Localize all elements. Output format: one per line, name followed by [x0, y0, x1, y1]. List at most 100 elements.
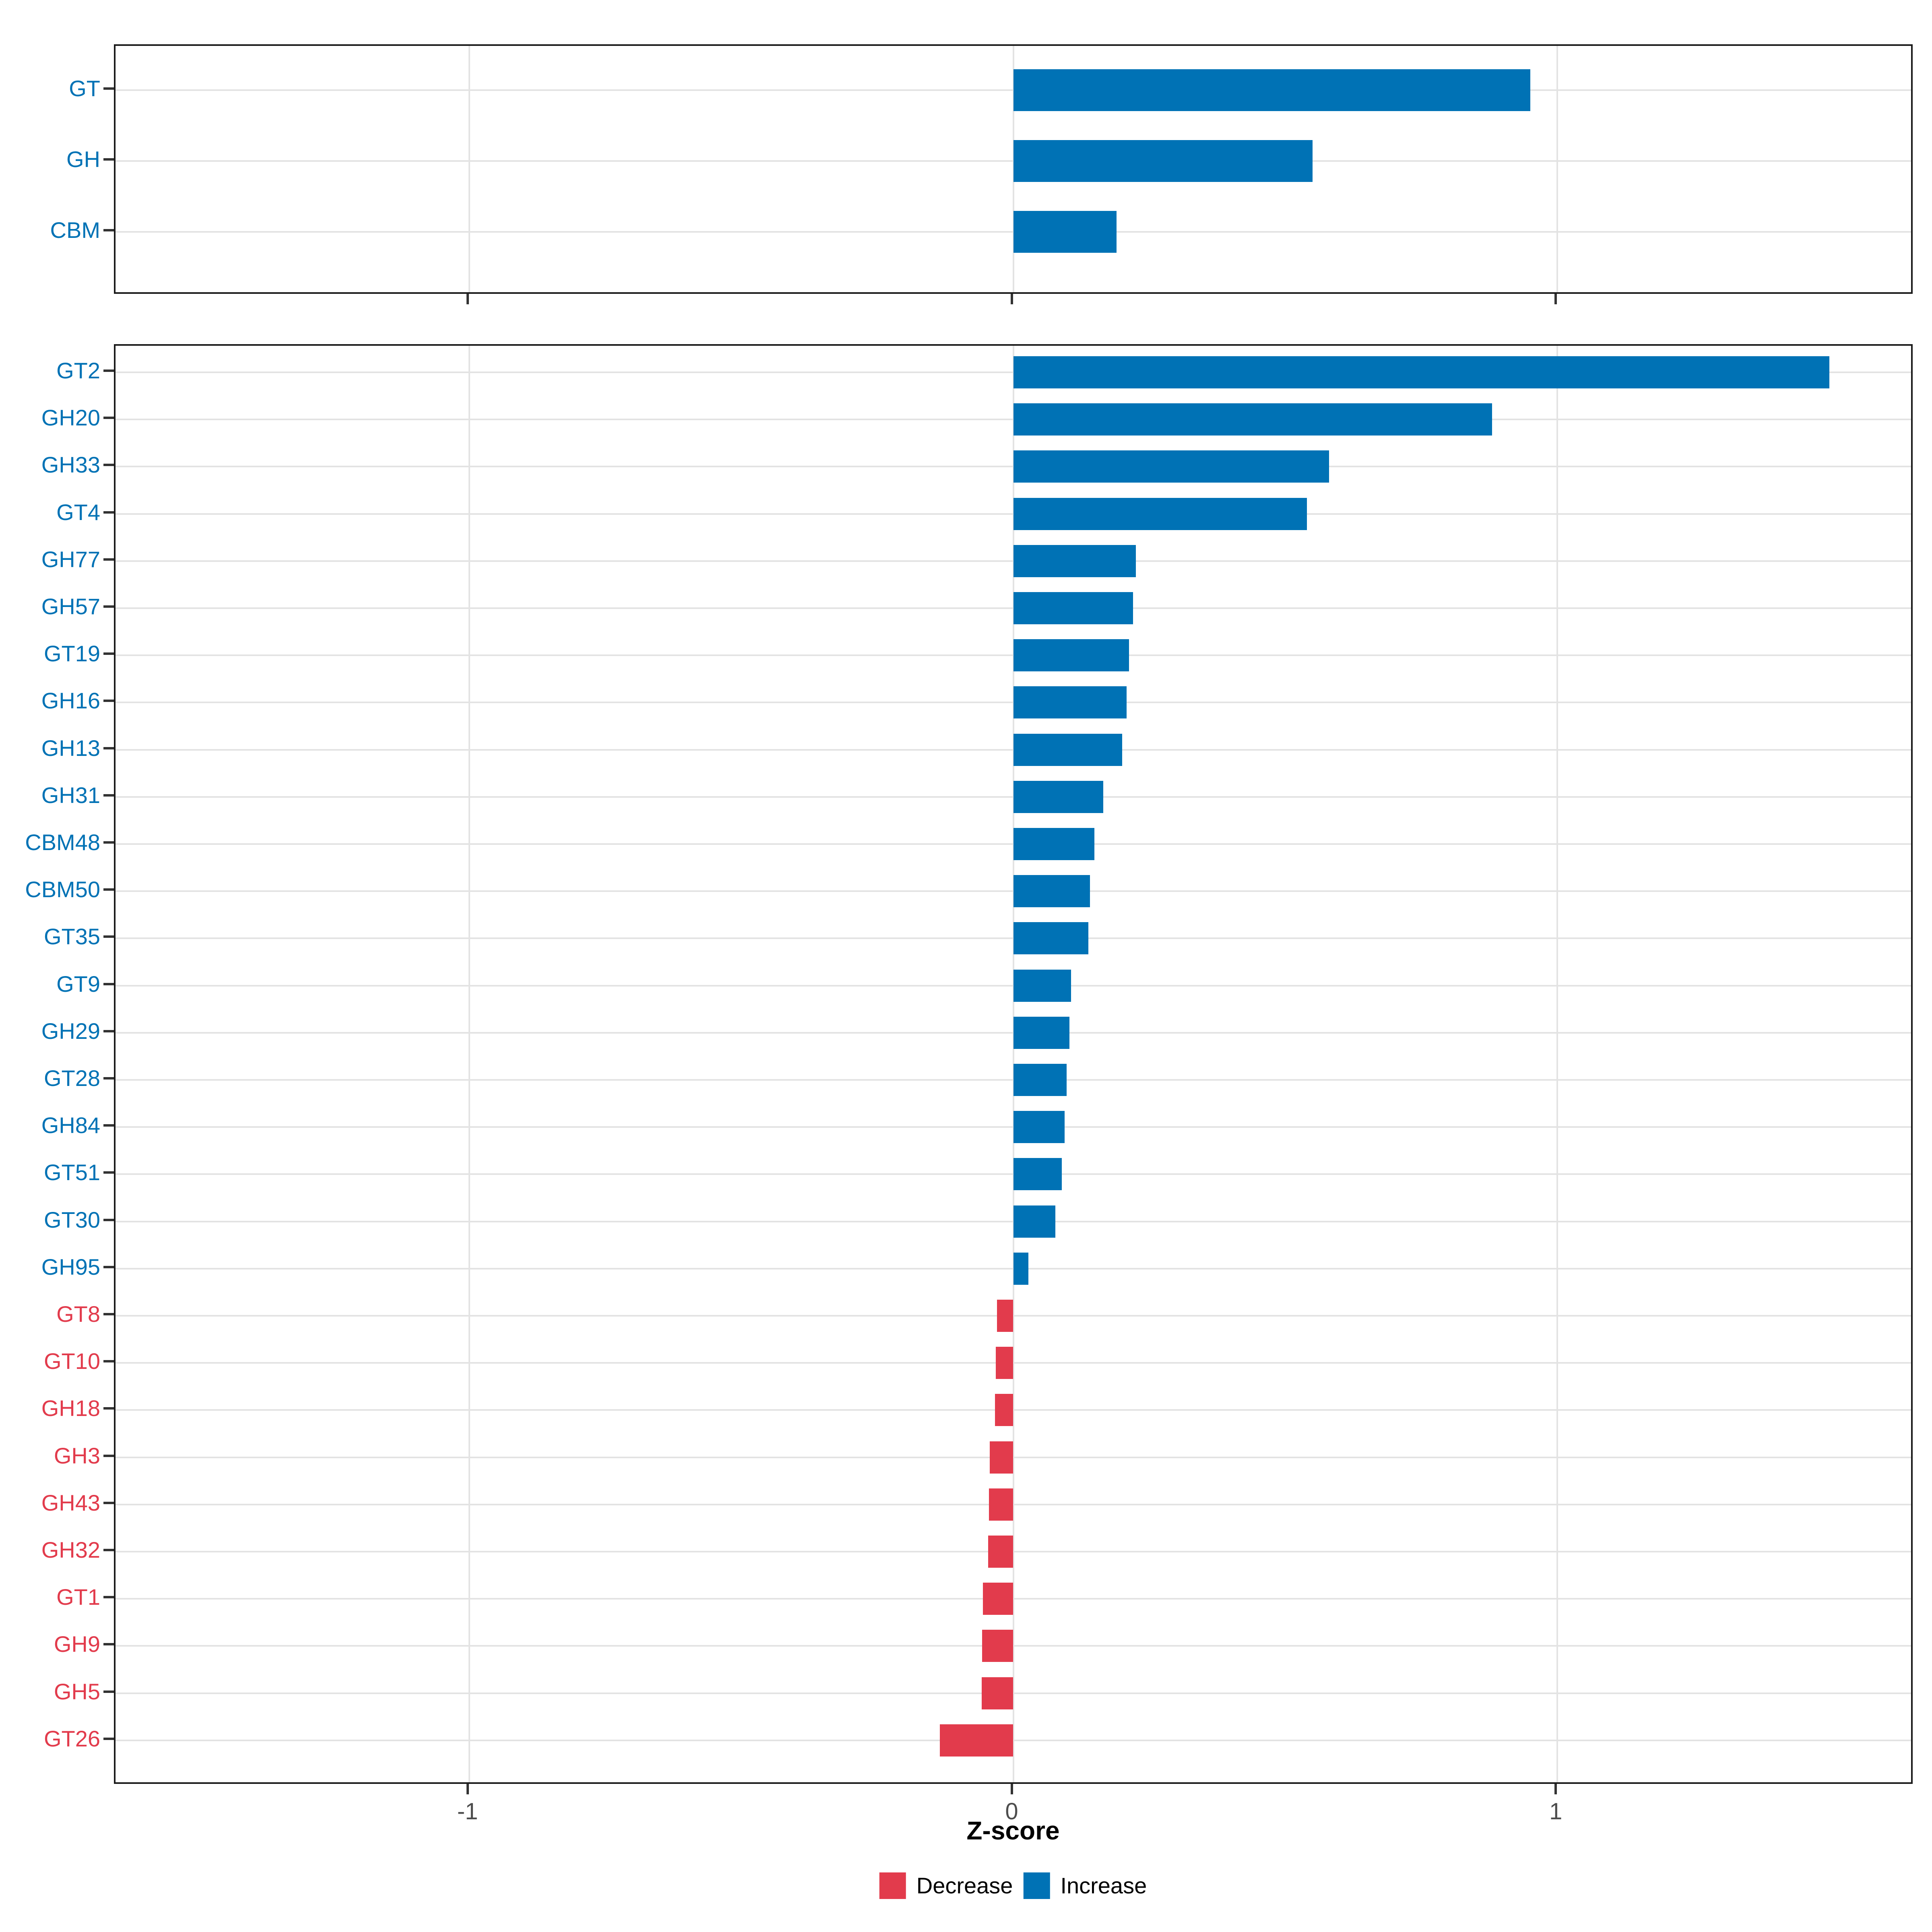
y-tick [103, 1313, 114, 1315]
y-tick [103, 1596, 114, 1599]
y-tick [103, 1690, 114, 1693]
y-tick [103, 1265, 114, 1268]
y-axis-label-GT1: GT1 [56, 1584, 100, 1610]
y-axis-label-GH16: GH16 [41, 688, 100, 714]
y-axis-label-GH32: GH32 [41, 1537, 100, 1563]
y-axis-label-GT19: GT19 [43, 641, 100, 667]
y-axis-label-GT9: GT9 [56, 971, 100, 997]
y-axis-label-GH5: GH5 [54, 1678, 100, 1704]
increase-swatch-icon [1023, 1872, 1050, 1899]
bar-GT30 [1013, 1205, 1055, 1238]
legend-item-decrease: Decrease [879, 1872, 1013, 1899]
y-axis-label-GH77: GH77 [41, 546, 100, 572]
y-axis-label-CBM: CBM [50, 217, 100, 243]
y-axis-label-GH20: GH20 [41, 405, 100, 431]
bar-GH77 [1013, 545, 1136, 577]
y-tick [103, 747, 114, 749]
y-axis-label-GH: GH [66, 147, 100, 172]
y-tick [103, 464, 114, 466]
y-axis-label-GT4: GT4 [56, 499, 100, 525]
y-tick [103, 1549, 114, 1551]
bar-GH33 [1013, 450, 1329, 483]
y-tick [103, 1737, 114, 1740]
y-tick [103, 652, 114, 655]
y-axis-label-GH95: GH95 [41, 1254, 100, 1280]
y-axis-label-GT: GT [69, 76, 100, 101]
x-axis-title: Z-score [966, 1816, 1060, 1845]
h-gridline [116, 1409, 1911, 1411]
x-tick [466, 294, 469, 304]
bar-CBM50 [1013, 875, 1090, 908]
bar-GH57 [1013, 592, 1133, 624]
legend-label-decrease: Decrease [916, 1873, 1013, 1898]
bar-GT4 [1013, 497, 1307, 530]
y-axis-label-GH84: GH84 [41, 1113, 100, 1138]
y-axis-label-GH33: GH33 [41, 452, 100, 478]
y-tick [103, 983, 114, 985]
y-axis-label-GH29: GH29 [41, 1018, 100, 1044]
y-axis-label-CBM48: CBM48 [25, 830, 100, 855]
y-axis-label-CBM50: CBM50 [25, 877, 100, 902]
v-gridline [468, 46, 470, 292]
y-axis-label-GH13: GH13 [41, 735, 100, 761]
x-tick [1554, 1784, 1557, 1794]
families-panel [114, 344, 1913, 1784]
bar-GT8 [997, 1300, 1013, 1332]
classes-panel [114, 44, 1913, 294]
x-tick-label: -1 [457, 1798, 478, 1825]
bar-GH32 [988, 1536, 1013, 1568]
y-tick [103, 1171, 114, 1174]
y-tick [103, 1454, 114, 1457]
bar-CBM48 [1013, 828, 1094, 860]
y-tick [103, 87, 114, 90]
bar-GH43 [989, 1488, 1013, 1521]
x-tick [1554, 294, 1557, 304]
bar-GH95 [1013, 1252, 1029, 1285]
bar-GT1 [983, 1583, 1013, 1615]
h-gridline [116, 1645, 1911, 1647]
y-tick [103, 794, 114, 797]
h-gridline [116, 1503, 1911, 1505]
bar-GT [1013, 69, 1530, 111]
bar-GH18 [995, 1394, 1013, 1426]
x-tick [1010, 294, 1013, 304]
x-tick [466, 1784, 469, 1794]
y-axis-label-GT2: GT2 [56, 358, 100, 383]
bar-GT51 [1013, 1158, 1062, 1191]
bar-GT26 [940, 1724, 1013, 1757]
y-axis-label-GT10: GT10 [43, 1348, 100, 1374]
y-axis-label-GH57: GH57 [41, 594, 100, 619]
h-gridline [116, 1551, 1911, 1552]
legend-label-increase: Increase [1060, 1873, 1147, 1898]
bar-GT2 [1013, 356, 1830, 388]
bar-GH16 [1013, 686, 1127, 719]
y-tick [103, 417, 114, 419]
y-axis-label-GT8: GT8 [56, 1301, 100, 1327]
y-axis-label-GT30: GT30 [43, 1207, 100, 1232]
y-tick [103, 369, 114, 372]
y-axis-labels-classes: GT GH CBM [0, 44, 114, 294]
v-gridline [468, 346, 470, 1782]
y-tick [103, 1030, 114, 1032]
y-tick [103, 1218, 114, 1221]
decrease-swatch-icon [879, 1872, 906, 1899]
h-gridline [116, 1739, 1911, 1741]
y-tick [103, 888, 114, 891]
h-gridline [116, 1362, 1911, 1364]
legend: Decrease Increase [879, 1872, 1147, 1899]
y-axis-label-GH9: GH9 [54, 1631, 100, 1657]
y-axis-label-GH31: GH31 [41, 782, 100, 808]
bar-GT19 [1013, 639, 1129, 672]
v-gridline [1556, 346, 1558, 1782]
y-tick [103, 935, 114, 938]
y-tick [103, 558, 114, 561]
bar-GT28 [1013, 1064, 1067, 1096]
y-tick [103, 700, 114, 702]
y-axis-label-GT51: GT51 [43, 1160, 100, 1185]
x-tick [1010, 1784, 1013, 1794]
y-axis-label-GT28: GT28 [43, 1065, 100, 1091]
y-tick [103, 229, 114, 231]
y-tick [103, 1077, 114, 1080]
bar-GT9 [1013, 969, 1071, 1002]
